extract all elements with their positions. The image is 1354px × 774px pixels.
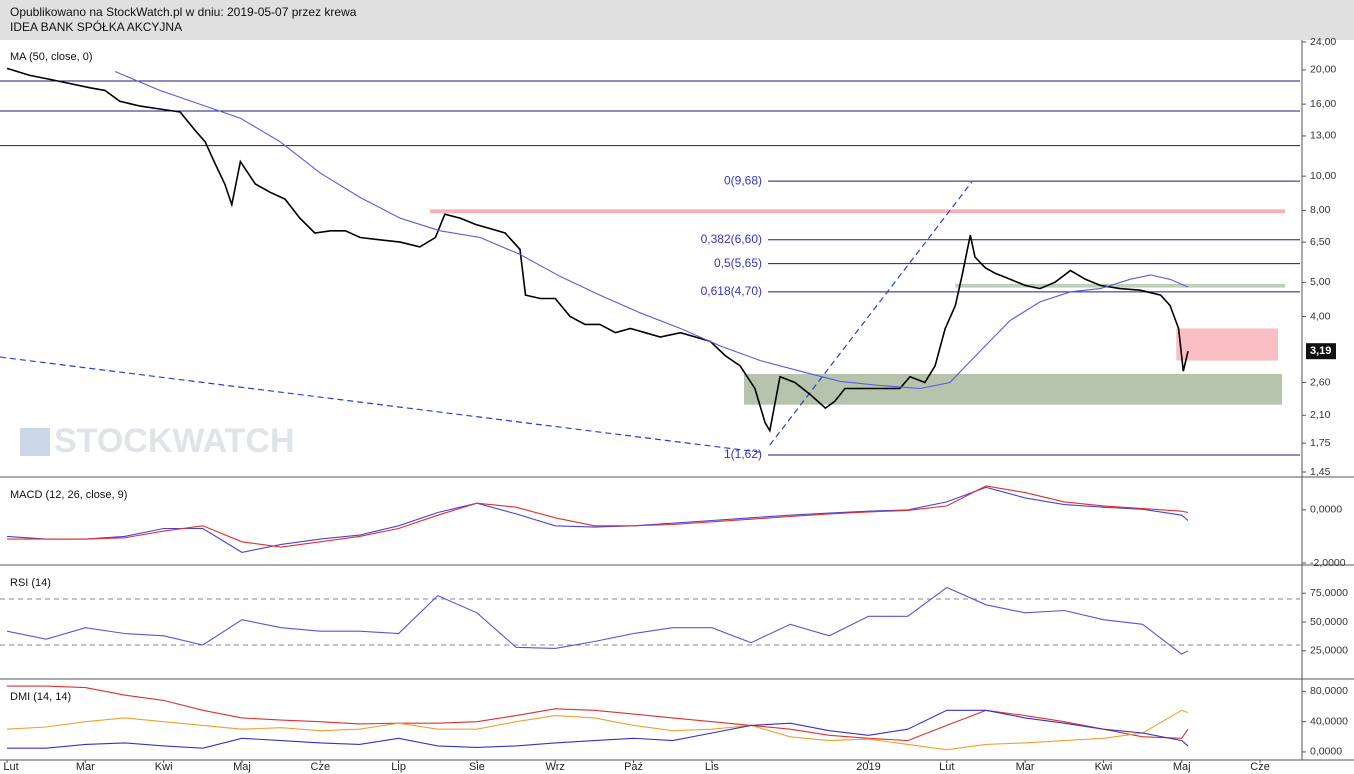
series-line [6,67,1189,433]
x-tick-label: Cze [1250,761,1270,773]
y-tick-label: 25,0000 [1310,645,1348,657]
series-line [6,709,1189,751]
y-tick-label: 4,00 [1310,310,1331,322]
x-tick-label: Cze [311,761,331,773]
series-line [7,685,1189,742]
y-tick-label: 10,00 [1310,170,1336,182]
watermark-text: STOCKWATCH [54,422,295,460]
panel-title: MACD (12, 26, close, 9) [10,489,127,501]
panel: 0(9,68) 0,382(6,60) 0,5(5,65) 0,618(4,70) 1(… [0,36,1336,478]
level-label: 0,618(4,70) [701,284,762,298]
series-line [6,586,1189,655]
y-tick-label: 16,00 [1310,98,1336,110]
x-tick-label: Sie [469,761,485,773]
level-label: 0,382(6,60) [701,232,762,246]
trendline [0,356,761,453]
panel: 0,0000 -2,0000 MACD (12, 26, close, 9) [6,485,1346,569]
y-tick-label: 0,0000 [1310,504,1342,516]
x-tick-label: 2019 [856,761,880,773]
y-tick-label: 2,60 [1310,376,1331,388]
level-label: 0(9,68) [724,173,762,187]
x-tick-label: Mar [1016,761,1035,773]
series-line [7,709,1189,749]
x-tick-label: Kwi [155,761,173,773]
series-line [114,70,1189,390]
y-tick-label: 1,75 [1310,437,1331,449]
x-tick-label: Lis [705,761,720,773]
y-tick-label: 8,00 [1310,204,1331,216]
y-tick-label: 5,00 [1310,276,1331,288]
zone [1176,328,1279,361]
x-tick-label: Kwi [1095,761,1113,773]
y-tick-label: 80,0000 [1310,685,1348,697]
watermark-icon [20,428,50,456]
last-price-box [1306,343,1336,360]
zone [955,283,1286,288]
y-tick-label: 40,0000 [1310,715,1348,727]
watermark: STOCKWATCH [20,422,295,460]
panel-title: RSI (14) [10,577,51,589]
panel-title: MA (50, close, 0) [10,51,93,63]
last-price-label: 3,19 [1310,345,1331,357]
header-bar [0,0,1354,40]
x-tick-label: Lut [3,761,18,773]
y-tick-label: 1,45 [1310,466,1331,478]
y-tick-label: 20,00 [1310,64,1336,76]
y-tick-label: 0,0000 [1310,746,1342,758]
panel-title: DMI (14, 14) [10,691,71,703]
x-tick-label: Paź [624,761,643,773]
x-tick-label: Maj [1173,761,1191,773]
y-tick-label: 13,00 [1310,130,1336,142]
series-line [6,486,1189,553]
panel: 80,0000 40,0000 0,0000 Lut Mar Kwi Maj Cze Lip Si… [3,685,1348,773]
x-tick-label: Maj [233,761,251,773]
x-tick-label: Mar [76,761,95,773]
x-tick-label: Lip [391,761,406,773]
zone [743,373,1282,405]
header-line: Opublikowano na StockWatch.pl w dniu: 20… [10,5,357,19]
y-tick-label: 24,00 [1310,36,1336,48]
y-tick-label: -2,0000 [1310,557,1346,569]
zone [429,209,1286,214]
series-line [7,485,1189,548]
trendline [769,181,973,446]
panel: 75,0000 50,0000 25,0000 RSI (14) [0,577,1348,657]
y-tick-label: 50,0000 [1310,616,1348,628]
y-tick-label: 6,50 [1310,236,1331,248]
level-label: 0,5(5,65) [714,256,762,270]
x-tick-label: Wrz [546,761,565,773]
header-line: IDEA BANK SPÓŁKA AKCYJNA [10,19,182,34]
y-tick-label: 2,10 [1310,409,1331,421]
level-label: 1(1,62) [724,447,762,461]
x-tick-label: Lut [939,761,954,773]
y-tick-label: 75,0000 [1310,587,1348,599]
